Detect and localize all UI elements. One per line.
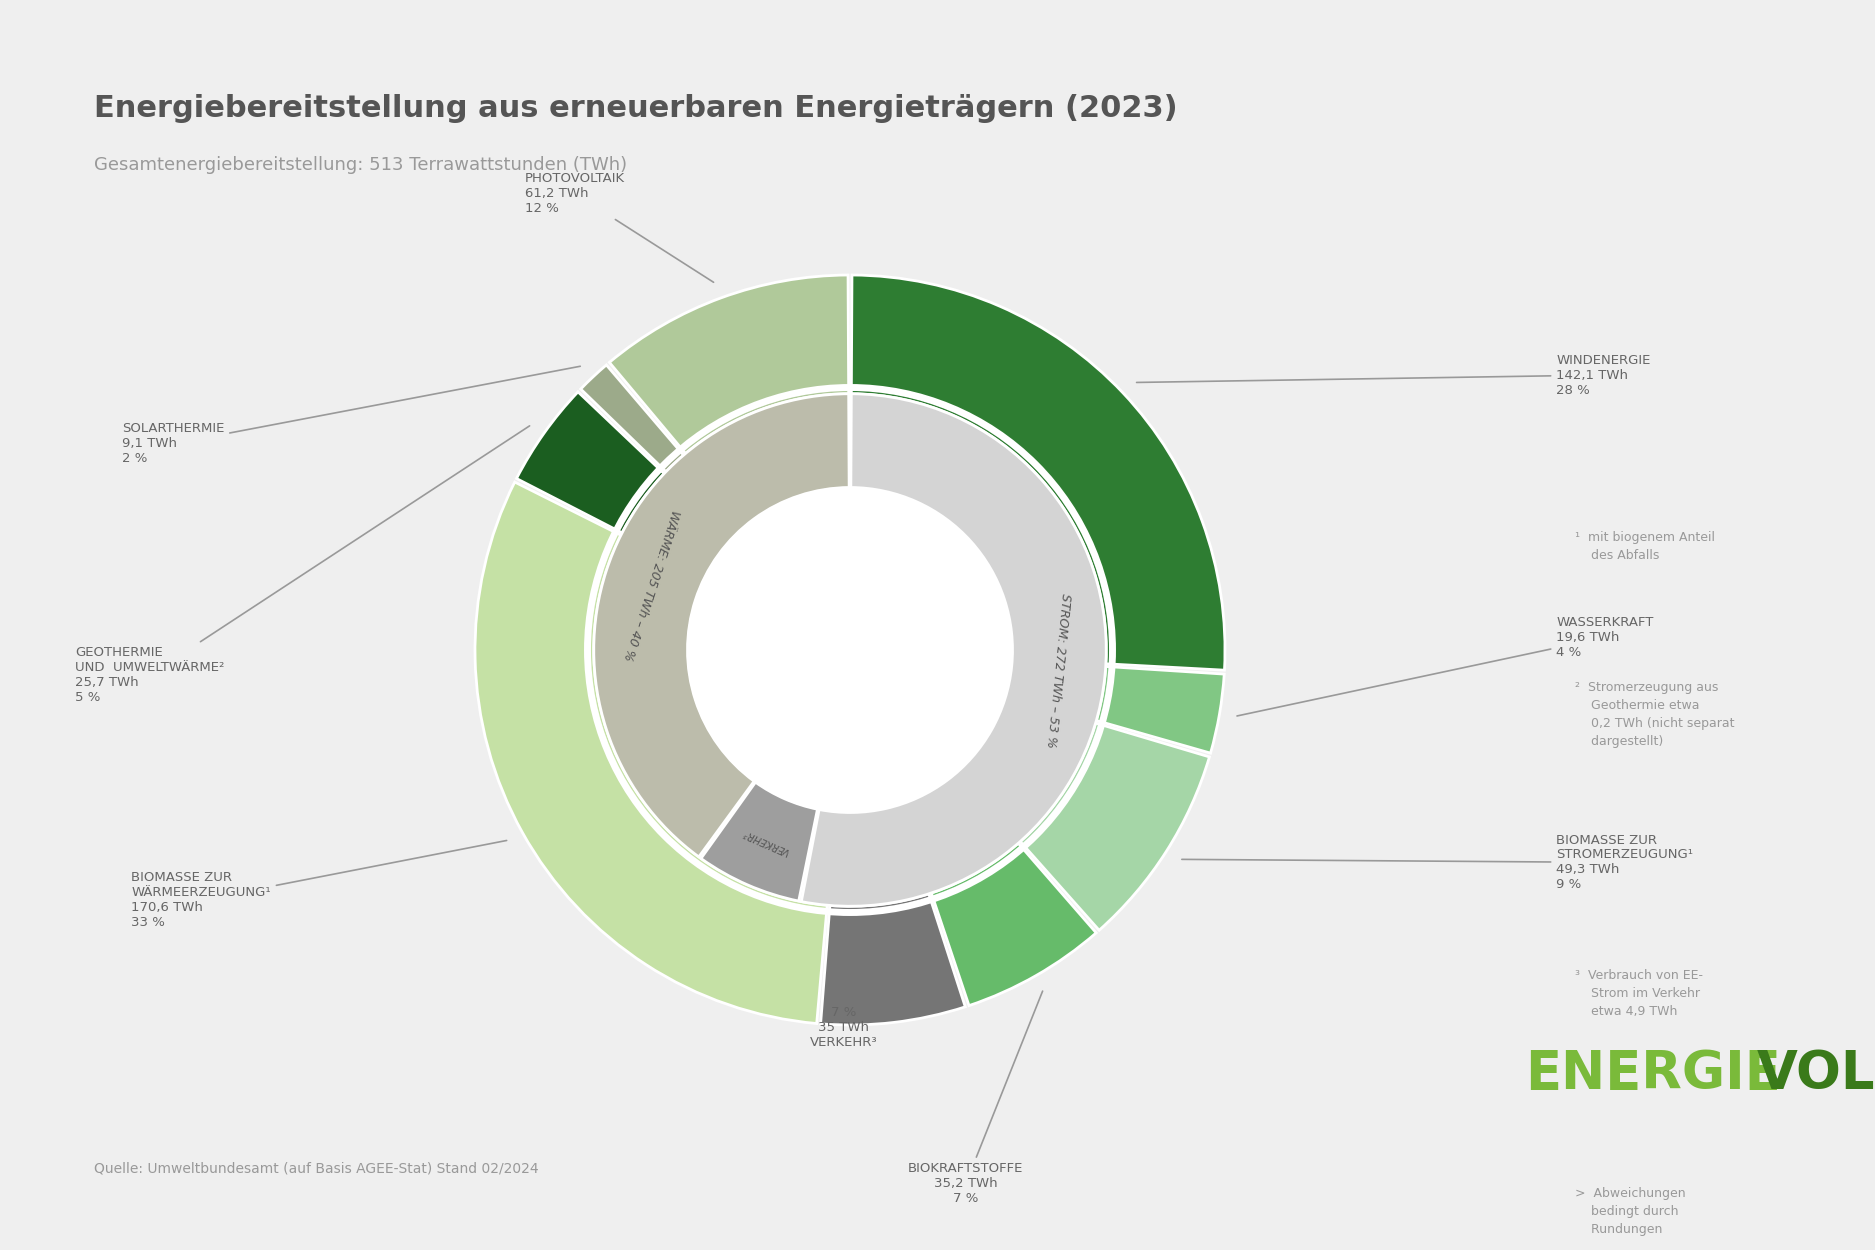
Wedge shape bbox=[594, 394, 849, 858]
Text: BIOKRAFTSTOFFE
35,2 TWh
7 %: BIOKRAFTSTOFFE 35,2 TWh 7 % bbox=[908, 991, 1042, 1205]
Text: BIOMASSE ZUR
STROMERZEUGUNG¹
49,3 TWh
9 %: BIOMASSE ZUR STROMERZEUGUNG¹ 49,3 TWh 9 … bbox=[1181, 834, 1693, 891]
Text: SOLARTHERMIE
9,1 TWh
2 %: SOLARTHERMIE 9,1 TWh 2 % bbox=[122, 366, 579, 465]
Wedge shape bbox=[701, 782, 818, 901]
Text: Energiebereitstellung aus erneuerbaren Energieträgern (2023): Energiebereitstellung aus erneuerbaren E… bbox=[94, 94, 1178, 122]
Text: WASSERKRAFT
19,6 TWh
4 %: WASSERKRAFT 19,6 TWh 4 % bbox=[1238, 616, 1654, 716]
Text: 7 %
35 TWh
VERKEHR³: 7 % 35 TWh VERKEHR³ bbox=[810, 1006, 878, 1049]
Text: GEOTHERMIE
UND  UMWELTWÄRME²
25,7 TWh
5 %: GEOTHERMIE UND UMWELTWÄRME² 25,7 TWh 5 % bbox=[75, 426, 529, 704]
Wedge shape bbox=[516, 391, 664, 532]
Text: PHOTOVOLTAIK
61,2 TWh
12 %: PHOTOVOLTAIK 61,2 TWh 12 % bbox=[525, 173, 714, 282]
Text: WINDENERGIE
142,1 TWh
28 %: WINDENERGIE 142,1 TWh 28 % bbox=[1136, 354, 1650, 396]
Text: WÄRME: 205 TWh – 40 %: WÄRME: 205 TWh – 40 % bbox=[621, 509, 681, 662]
Wedge shape bbox=[801, 394, 1106, 906]
Wedge shape bbox=[581, 365, 684, 471]
Text: VOLL: VOLL bbox=[1757, 1048, 1875, 1100]
Wedge shape bbox=[1097, 666, 1224, 754]
Wedge shape bbox=[474, 482, 827, 1024]
Text: Quelle: Umweltbundesamt (auf Basis AGEE-Stat) Stand 02/2024: Quelle: Umweltbundesamt (auf Basis AGEE-… bbox=[94, 1161, 538, 1175]
Text: VERKEHR³: VERKEHR³ bbox=[741, 828, 791, 856]
Text: STROM: 272 TWh – 53 %: STROM: 272 TWh – 53 % bbox=[1044, 592, 1072, 749]
Text: ¹  mit biogenem Anteil
    des Abfalls: ¹ mit biogenem Anteil des Abfalls bbox=[1575, 531, 1716, 562]
Circle shape bbox=[688, 488, 1012, 812]
Wedge shape bbox=[851, 275, 1224, 670]
Wedge shape bbox=[609, 275, 849, 454]
Wedge shape bbox=[1020, 722, 1209, 930]
Text: Gesamtenergiebereitstellung: 513 Terrawattstunden (TWh): Gesamtenergiebereitstellung: 513 Terrawa… bbox=[94, 156, 626, 174]
Text: ²  Stromerzeugung aus
    Geothermie etwa
    0,2 TWh (nicht separat
    dargest: ² Stromerzeugung aus Geothermie etwa 0,2… bbox=[1575, 681, 1734, 749]
Text: >  Abweichungen
    bedingt durch
    Rundungen: > Abweichungen bedingt durch Rundungen bbox=[1575, 1188, 1686, 1236]
Text: ENERGIE: ENERGIE bbox=[1524, 1048, 1781, 1100]
Wedge shape bbox=[932, 844, 1097, 1005]
Text: ³  Verbrauch von EE-
    Strom im Verkehr
    etwa 4,9 TWh: ³ Verbrauch von EE- Strom im Verkehr etw… bbox=[1575, 969, 1702, 1017]
Text: BIOMASSE ZUR
WÄRMEERZEUGUNG¹
170,6 TWh
33 %: BIOMASSE ZUR WÄRMEERZEUGUNG¹ 170,6 TWh 3… bbox=[131, 840, 506, 929]
Wedge shape bbox=[821, 894, 966, 1025]
